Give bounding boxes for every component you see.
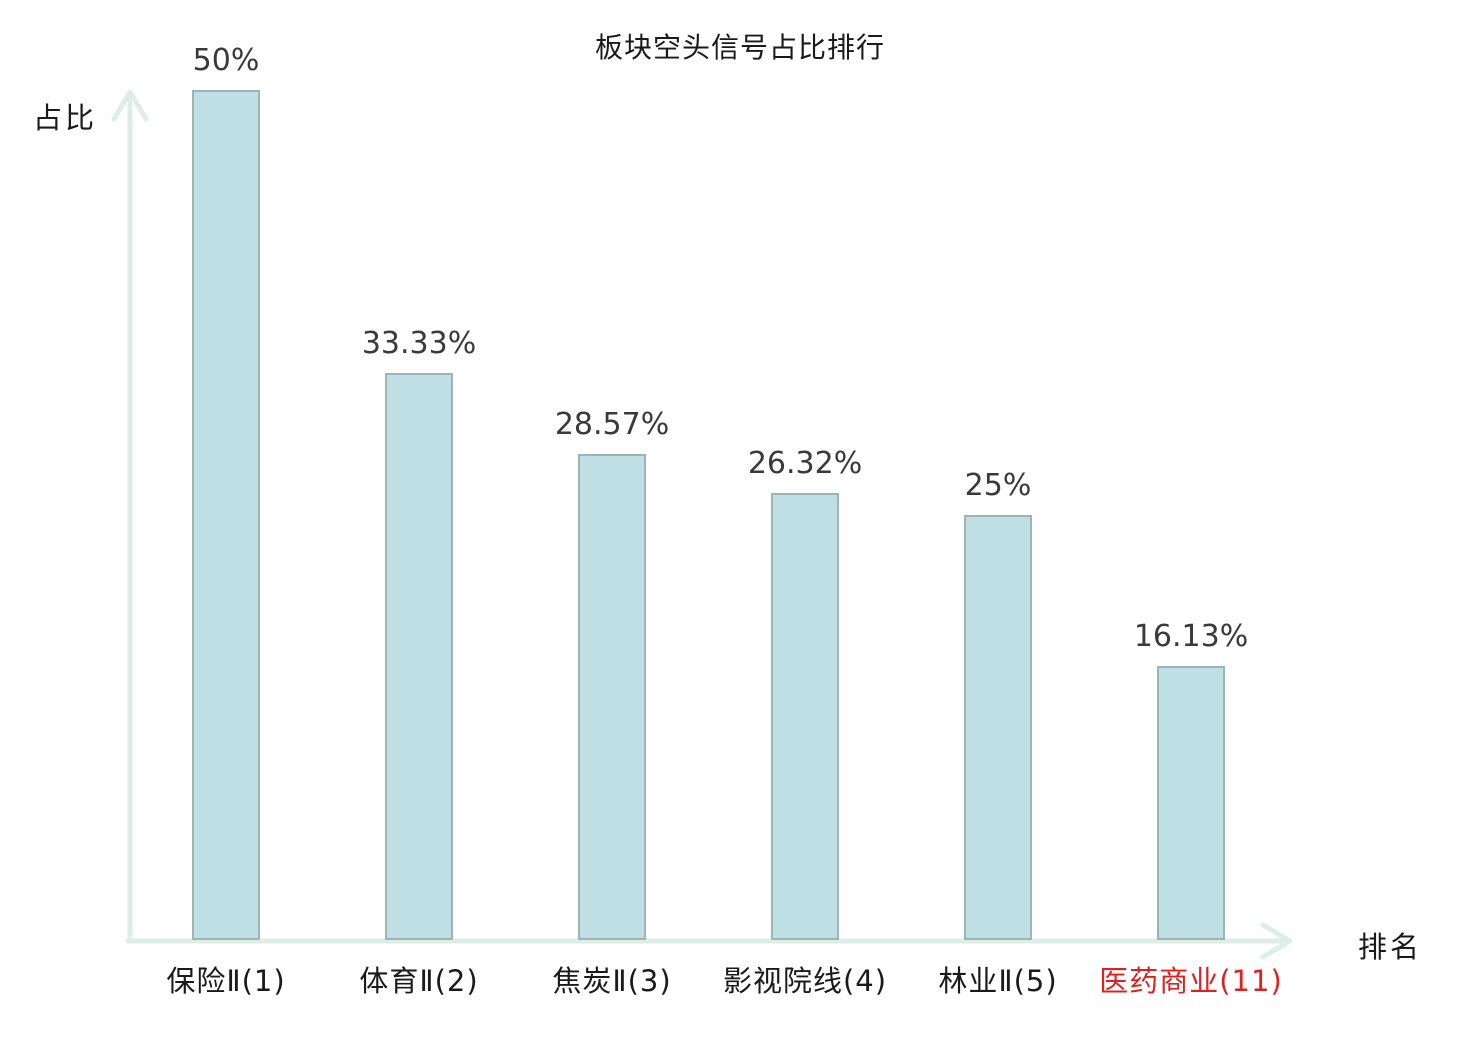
chart-title: 板块空头信号占比排行 (594, 31, 885, 64)
bar-group: 25% (964, 468, 1032, 940)
bar-value-label: 16.13% (1133, 619, 1249, 654)
bar-group: 50% (192, 43, 260, 940)
bar (771, 493, 839, 940)
x-axis-label: 排名 (1358, 930, 1423, 964)
bar (578, 454, 646, 940)
category-label: 林业Ⅱ(5) (938, 964, 1058, 998)
bar-value-label: 50% (192, 43, 260, 78)
bar-group: 33.33% (362, 326, 476, 940)
y-axis-line (111, 89, 149, 944)
bar (1157, 666, 1225, 940)
category-label: 医药商业(11) (1099, 964, 1283, 998)
bar (385, 373, 453, 940)
bar-value-label: 26.32% (747, 446, 863, 481)
bar-group: 16.13% (1134, 619, 1248, 940)
x-axis-line (125, 922, 1293, 960)
bar-value-label: 28.57% (554, 407, 670, 442)
bar-value-label: 33.33% (361, 326, 477, 361)
bar (192, 90, 260, 940)
y-axis-label: 占比 (33, 101, 98, 135)
category-label: 体育Ⅱ(2) (359, 964, 479, 998)
bar-value-label: 25% (964, 468, 1032, 503)
category-label: 影视院线(4) (722, 964, 888, 998)
bar-group: 28.57% (555, 407, 669, 940)
bar (964, 515, 1032, 940)
category-label: 保险Ⅱ(1) (166, 964, 286, 998)
category-label: 焦炭Ⅱ(3) (552, 964, 672, 998)
bar-group: 26.32% (748, 446, 862, 940)
